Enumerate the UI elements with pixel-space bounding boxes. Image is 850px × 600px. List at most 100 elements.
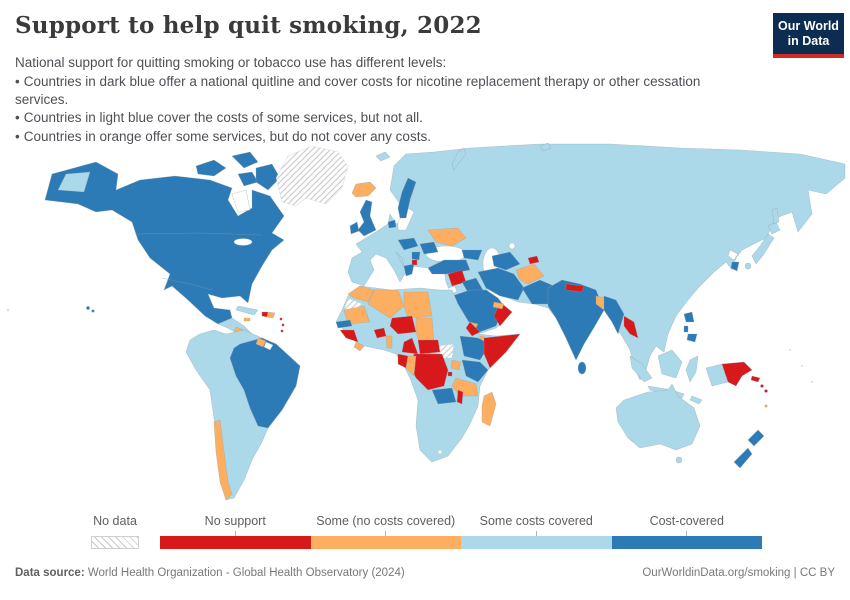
region-uganda[interactable]	[451, 360, 461, 370]
region-india[interactable]	[548, 280, 604, 360]
region-lesser-antilles[interactable]	[282, 324, 284, 326]
region-new-zealand[interactable]	[734, 448, 752, 468]
region-niger[interactable]	[390, 316, 416, 334]
region-sri-lanka[interactable]	[578, 362, 586, 374]
region-lesser-antilles[interactable]	[281, 330, 283, 332]
legend-swatch-some-no-costs[interactable]	[310, 536, 461, 549]
region-papua-new-guinea[interactable]	[722, 362, 752, 386]
region-jamaica[interactable]	[244, 318, 250, 321]
region-japan[interactable]	[752, 234, 774, 264]
region-philippines[interactable]	[684, 326, 688, 332]
region-algeria[interactable]	[368, 290, 404, 318]
owid-logo[interactable]: Our World in Data	[773, 13, 844, 58]
region-kenya[interactable]	[462, 360, 488, 382]
region-north-macedonia[interactable]	[412, 260, 417, 265]
region-chukotka-fragment[interactable]	[58, 172, 90, 192]
legend-swatch-no-support[interactable]	[160, 536, 311, 549]
region-new-zealand[interactable]	[748, 430, 764, 446]
region-canadian-arctic[interactable]	[238, 172, 258, 186]
region-japan[interactable]	[745, 263, 751, 269]
region-novaya-zemlya[interactable]	[452, 148, 466, 170]
region-djibouti[interactable]	[480, 336, 484, 339]
region-south-korea[interactable]	[731, 262, 739, 271]
footer-license-link[interactable]: CC BY	[799, 567, 835, 579]
region-brazil[interactable]	[230, 338, 300, 428]
region-chile[interactable]	[214, 420, 232, 500]
region-afghanistan[interactable]	[516, 264, 544, 284]
region-greenland[interactable]	[276, 146, 348, 206]
region-ireland[interactable]	[350, 222, 359, 234]
footer-link[interactable]: OurWorldinData.org/smoking	[642, 567, 791, 579]
region-cuba[interactable]	[236, 306, 258, 315]
region-french-guiana[interactable]	[264, 342, 273, 350]
region-canadian-arctic[interactable]	[232, 152, 258, 168]
region-dominican-republic[interactable]	[267, 312, 275, 318]
region-lesotho[interactable]	[438, 450, 442, 454]
region-congo[interactable]	[406, 356, 416, 376]
region-iran[interactable]	[478, 268, 524, 300]
region-north-america[interactable]	[45, 162, 284, 324]
region-rwanda[interactable]	[448, 372, 452, 376]
region-australia[interactable]	[676, 457, 682, 463]
region-solomon-islands[interactable]	[761, 385, 764, 388]
region-canadian-arctic[interactable]	[256, 164, 280, 190]
region-caucasus[interactable]	[462, 250, 482, 260]
region-hawaii[interactable]	[92, 310, 95, 313]
region-libya[interactable]	[404, 292, 432, 318]
region-denmark[interactable]	[388, 220, 396, 228]
legend-swatch-some-costs[interactable]	[461, 536, 612, 549]
region-central-europe[interactable]	[398, 238, 418, 250]
region-united-kingdom[interactable]	[358, 200, 376, 236]
legend-swatch-no-data[interactable]	[91, 536, 139, 549]
region-vanuatu[interactable]	[765, 405, 768, 408]
region-lesser-antilles[interactable]	[280, 318, 282, 320]
region-russia-sakhalin[interactable]	[772, 208, 779, 224]
region-madagascar[interactable]	[482, 392, 496, 426]
region-myanmar[interactable]	[604, 296, 624, 334]
region-philippines[interactable]	[687, 334, 697, 342]
region-zambia[interactable]	[432, 388, 456, 404]
region-papua-new-guinea[interactable]	[751, 376, 760, 382]
region-australia[interactable]	[616, 384, 700, 450]
region-indonesia[interactable]	[686, 356, 698, 382]
region-uae[interactable]	[493, 302, 504, 309]
bullet-text: Countries in dark blue offer a national …	[15, 73, 701, 107]
region-svalbard[interactable]	[376, 152, 390, 161]
region-togo-benin[interactable]	[386, 336, 392, 348]
legend-item-cost-covered: Cost-covered	[611, 514, 762, 549]
region-senegal[interactable]	[336, 320, 352, 328]
region-turkmenistan[interactable]	[492, 252, 520, 270]
region-japan[interactable]	[768, 222, 780, 234]
region-indonesia[interactable]	[690, 396, 702, 404]
region-greece[interactable]	[404, 264, 414, 276]
region-iceland[interactable]	[352, 182, 376, 197]
region-severnaya-zemlya[interactable]	[540, 143, 551, 151]
region-indonesia[interactable]	[658, 350, 682, 378]
region-suriname[interactable]	[256, 338, 266, 347]
region-central-african-republic[interactable]	[418, 340, 440, 354]
pacific-islands	[811, 381, 813, 383]
region-mauritania[interactable]	[344, 306, 370, 324]
region-guinea[interactable]	[340, 330, 358, 342]
region-sweden[interactable]	[398, 178, 416, 218]
region-romania[interactable]	[420, 242, 438, 254]
legend-swatch-cost-covered[interactable]	[611, 536, 762, 549]
region-hawaii[interactable]	[86, 306, 89, 309]
subtitle: National support for quitting smoking or…	[15, 54, 730, 147]
region-eritrea[interactable]	[466, 322, 480, 336]
region-north-korea[interactable]	[728, 250, 738, 260]
region-nepal[interactable]	[566, 284, 584, 292]
region-liberia[interactable]	[354, 342, 364, 351]
footer-separator: |	[793, 567, 797, 579]
region-canadian-arctic[interactable]	[196, 160, 226, 176]
region-serbia[interactable]	[412, 252, 420, 260]
region-morocco[interactable]	[348, 286, 374, 302]
region-ukraine[interactable]	[428, 228, 466, 246]
region-laos[interactable]	[624, 316, 638, 338]
region-solomon-islands[interactable]	[765, 390, 768, 393]
region-malawi[interactable]	[457, 390, 463, 404]
region-philippines[interactable]	[684, 312, 694, 322]
region-tajikistan[interactable]	[528, 256, 539, 264]
region-indonesia[interactable]	[630, 356, 652, 382]
region-somalia[interactable]	[484, 334, 520, 368]
